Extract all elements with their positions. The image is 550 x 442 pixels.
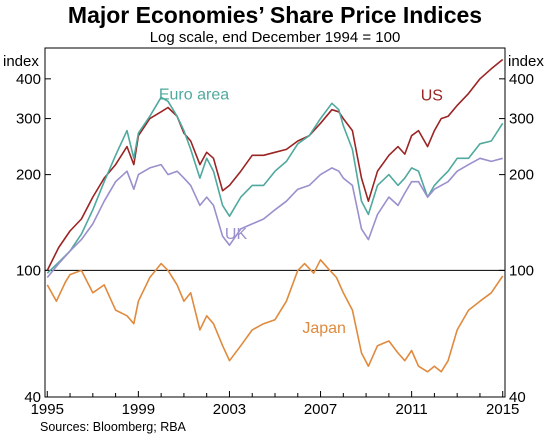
series-label-uk: UK [225, 226, 248, 243]
y-tick-label-left: 100 [16, 262, 41, 279]
x-tick-label: 2015 [486, 401, 519, 418]
chart-title: Major Economies’ Share Price Indices [67, 2, 483, 28]
x-tick-label: 2003 [213, 401, 246, 418]
source-note: Sources: Bloomberg; RBA [40, 420, 186, 434]
series-label-japan: Japan [302, 320, 346, 337]
x-tick-label: 1999 [122, 401, 155, 418]
series-line-us [46, 58, 504, 271]
series-label-euro-area: Euro area [159, 87, 229, 104]
series-line-japan [46, 259, 504, 373]
y-axis-unit-left: index [3, 53, 39, 70]
y-tick-label-right: 400 [509, 71, 534, 88]
x-tick-label: 1995 [31, 401, 64, 418]
x-tick-label: 2007 [304, 401, 337, 418]
y-tick-label-right: 300 [509, 111, 534, 128]
series-layer [46, 58, 504, 373]
chart-subtitle: Log scale, end December 1994 = 100 [149, 29, 401, 46]
y-tick-label-right: 40 [509, 389, 526, 406]
y-tick-label-left: 300 [16, 111, 41, 128]
x-tick-label: 2011 [396, 401, 428, 418]
y-tick-label-right: 200 [509, 167, 534, 184]
y-tick-label-right: 100 [509, 262, 534, 279]
plot-frame [44, 47, 506, 398]
grid-layer [45, 78, 505, 398]
series-label-us: US [421, 87, 443, 104]
series-line-euro-area [46, 96, 504, 274]
y-axis-unit-right: index [508, 53, 544, 70]
y-tick-label-left: 200 [16, 167, 41, 184]
y-tick-label-left: 400 [16, 71, 41, 88]
series-line-uk [46, 157, 503, 279]
y-tick-label-left: 40 [24, 389, 41, 406]
